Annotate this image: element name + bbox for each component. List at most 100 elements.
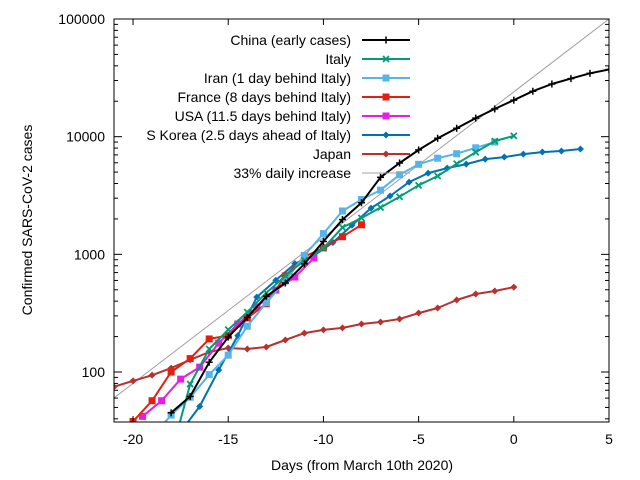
- data-point: [205, 371, 213, 379]
- data-point: [253, 293, 261, 301]
- data-point: [472, 290, 480, 298]
- data-point: [557, 147, 565, 155]
- data-point: [186, 355, 194, 363]
- data-point: [567, 75, 575, 83]
- legend-label: USA (11.5 days behind Italy): [175, 108, 351, 124]
- data-point: [300, 260, 308, 268]
- x-tick-label: -5: [412, 431, 425, 447]
- series-line: [114, 286, 515, 388]
- legend-entry: Japan: [313, 146, 410, 162]
- data-point: [177, 375, 185, 383]
- y-tick-label: 100: [82, 364, 106, 380]
- data-point: [491, 287, 499, 295]
- data-point: [319, 244, 328, 252]
- data-point: [472, 144, 480, 152]
- data-point: [158, 397, 166, 405]
- data-point: [205, 345, 213, 353]
- data-point: [338, 207, 346, 215]
- x-tick-label: -10: [313, 431, 333, 447]
- data-point: [114, 383, 118, 391]
- data-point: [168, 451, 174, 457]
- data-point: [234, 320, 242, 328]
- series-layer: [114, 19, 609, 457]
- data-point: [167, 368, 175, 376]
- data-point: [472, 114, 480, 122]
- data-point: [338, 233, 346, 241]
- data-point: [338, 324, 346, 332]
- data-point: [434, 304, 442, 312]
- data-point: [396, 171, 404, 179]
- data-point: [586, 69, 594, 77]
- legend-marker: [382, 112, 390, 120]
- data-point: [300, 329, 308, 337]
- series-japan: [114, 283, 518, 391]
- legend-label: Japan: [313, 146, 351, 162]
- x-tick-label: -20: [123, 431, 143, 447]
- data-point: [186, 392, 194, 400]
- data-point: [338, 223, 347, 232]
- data-point: [262, 292, 270, 300]
- data-point: [510, 283, 518, 291]
- data-point: [224, 351, 232, 359]
- x-tick-label: -15: [218, 431, 238, 447]
- y-tick-labels: 100 1000 10000 100000: [58, 11, 105, 380]
- legend-label: China (early cases): [230, 32, 351, 48]
- data-point: [415, 160, 423, 168]
- data-point: [396, 315, 404, 323]
- data-point: [319, 237, 327, 245]
- legend-marker: [382, 74, 390, 82]
- data-point: [405, 178, 413, 186]
- data-point: [129, 377, 137, 385]
- legend-marker: [382, 55, 390, 63]
- data-point: [338, 216, 346, 224]
- data-point: [548, 80, 556, 88]
- legend-entry: USA (11.5 days behind Italy): [175, 108, 410, 124]
- data-point: [167, 409, 175, 417]
- data-point: [395, 193, 404, 201]
- legend-label: France (8 days behind Italy): [177, 89, 351, 105]
- legend-marker: [382, 150, 390, 158]
- data-point: [357, 214, 366, 222]
- series-iran: [163, 138, 499, 422]
- data-point: [243, 322, 251, 330]
- series-italy: [168, 132, 518, 457]
- data-point: [424, 169, 432, 177]
- y-axis-label: Confirmed SARS-CoV-2 cases: [19, 125, 35, 316]
- legend-entry: China (early cases): [230, 32, 410, 48]
- data-point: [510, 96, 518, 104]
- legend-label: 33% daily increase: [233, 165, 351, 181]
- legend-label: Iran (1 day behind Italy): [204, 70, 351, 86]
- data-point: [519, 150, 527, 158]
- x-tick-labels: -20 -15 -10 -5 0 5: [123, 431, 613, 447]
- data-point: [148, 397, 156, 405]
- data-point: [529, 87, 537, 95]
- data-point: [538, 148, 546, 156]
- series-line: [170, 68, 609, 414]
- legend-entry: Italy: [325, 51, 410, 67]
- y-tick-label: 10000: [66, 129, 105, 145]
- data-point: [215, 366, 223, 374]
- data-point: [415, 309, 423, 317]
- data-point: [281, 279, 289, 287]
- series-line: [178, 134, 515, 422]
- data-point: [377, 318, 385, 326]
- data-point: [434, 154, 442, 162]
- data-point: [453, 150, 461, 158]
- data-point: [291, 273, 299, 281]
- data-point: [262, 299, 270, 307]
- data-point: [243, 313, 251, 321]
- data-point: [205, 358, 213, 366]
- data-point: [243, 345, 251, 353]
- data-point: [453, 160, 461, 168]
- plot-area: [114, 19, 609, 457]
- y-tick-label: 1000: [74, 246, 105, 262]
- data-point: [358, 320, 365, 328]
- data-point: [358, 199, 365, 207]
- y-tick-label: 100000: [58, 11, 105, 27]
- data-point: [377, 186, 385, 194]
- legend-entry: France (8 days behind Italy): [177, 89, 410, 105]
- legend-marker: [382, 36, 390, 44]
- reference-line-33pct: [114, 19, 609, 399]
- data-point: [139, 412, 147, 420]
